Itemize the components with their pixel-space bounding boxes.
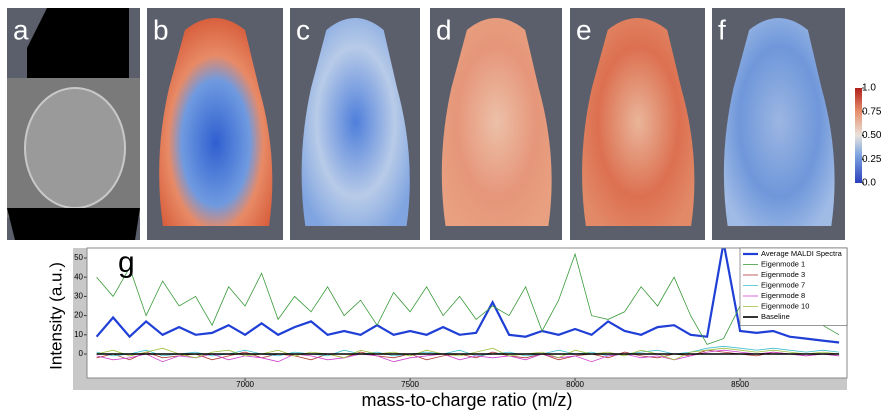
legend-box (739, 247, 848, 326)
series-line (96, 252, 840, 345)
panel-label: g (118, 246, 135, 279)
colorbar-tick-label: 0.0 (862, 178, 876, 189)
tissue-map (582, 18, 695, 226)
y-tick-label: 50 (74, 253, 83, 262)
y-axis-band (73, 248, 87, 390)
series-line (96, 349, 840, 363)
y-tick-label: 0 (79, 349, 84, 358)
legend-label: Eigenmode 10 (761, 301, 809, 310)
tissue-map (159, 18, 273, 226)
x-tick-label: 8500 (731, 380, 749, 389)
image-panel: a (7, 8, 140, 240)
image-panel: f (712, 8, 845, 240)
legend-label: Eigenmode 8 (761, 291, 805, 300)
tissue-map (441, 18, 552, 226)
colorbar (855, 88, 862, 183)
legend-label: Baseline (761, 312, 790, 321)
mask-bottom (7, 208, 140, 240)
y-axis-label: Intensity (a.u.) (46, 262, 65, 370)
legend-label: Eigenmode 1 (761, 259, 805, 268)
mri-brain (24, 87, 126, 209)
image-panel: d (430, 8, 562, 240)
y-tick-label: 10 (74, 330, 83, 339)
y-tick-label: 20 (74, 311, 83, 320)
y-tick-label: 40 (74, 272, 83, 281)
colorbar-tick-label: 0.75 (862, 106, 882, 117)
legend-label: Eigenmode 7 (761, 280, 805, 289)
colorbar-tick-label: 0.50 (862, 130, 882, 141)
mask-top (27, 8, 129, 78)
image-panel: e (570, 8, 705, 240)
image-panel: b (147, 8, 283, 240)
legend-label: Eigenmode 3 (761, 270, 805, 279)
x-tick-label: 8000 (566, 380, 584, 389)
tissue-map (301, 18, 410, 226)
legend-label: Average MALDI Spectra (761, 249, 843, 258)
tissue-map (723, 18, 835, 226)
x-axis-label: mass-to-charge ratio (m/z) (361, 390, 572, 410)
colorbar-tick-label: 0.25 (862, 154, 882, 165)
panel-label: e (576, 14, 592, 45)
image-panel: c (290, 8, 420, 240)
series-line (95, 248, 840, 344)
y-tick-label: 30 (74, 291, 83, 300)
x-axis-band (87, 378, 847, 390)
colorbar-tick-label: 1.0 (862, 83, 876, 94)
panel-label: d (436, 14, 452, 45)
panel-label: f (718, 14, 726, 45)
panel-label: c (296, 14, 310, 45)
x-tick-label: 7000 (236, 380, 254, 389)
panel-label: b (153, 14, 169, 45)
panel-label: a (13, 14, 29, 45)
x-tick-label: 7500 (401, 380, 419, 389)
series-line (96, 345, 840, 357)
plot-area (87, 248, 847, 378)
